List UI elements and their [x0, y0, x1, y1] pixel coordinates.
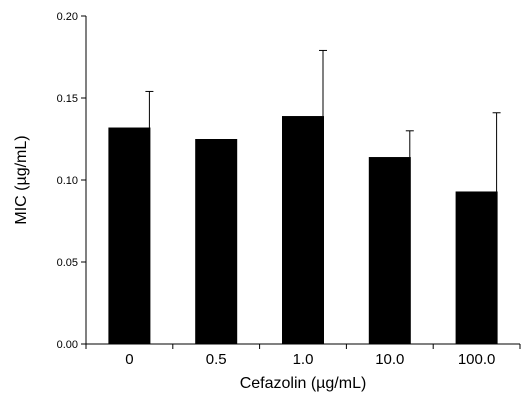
y-tick-label: 0.10 — [57, 175, 78, 187]
x-tick-label: 100.0 — [458, 351, 496, 368]
x-tick-label: 10.0 — [375, 351, 404, 368]
y-tick-label: 0.15 — [57, 93, 78, 105]
y-axis-title: MIC (µg/mL) — [13, 135, 30, 224]
bar — [195, 139, 238, 344]
x-axis-title: Cefazolin (µg/mL) — [240, 375, 367, 392]
bar — [108, 127, 151, 345]
x-tick-label: 1.0 — [293, 351, 314, 368]
bar — [282, 116, 324, 344]
bars-group — [108, 116, 498, 345]
x-tick-label: 0.5 — [206, 351, 227, 368]
error-bars-group — [145, 49, 501, 192]
y-tick-label: 0.20 — [57, 11, 78, 23]
x-axis: 0 0.5 1.0 10.0 100.0 — [85, 343, 521, 368]
bar — [368, 157, 411, 344]
x-tick-label: 0 — [125, 351, 133, 368]
y-axis: 0.00 0.05 0.10 0.15 0.20 — [57, 11, 87, 351]
y-tick-label: 0.00 — [57, 339, 78, 351]
y-tick-label: 0.05 — [57, 257, 78, 269]
bar — [455, 191, 498, 344]
